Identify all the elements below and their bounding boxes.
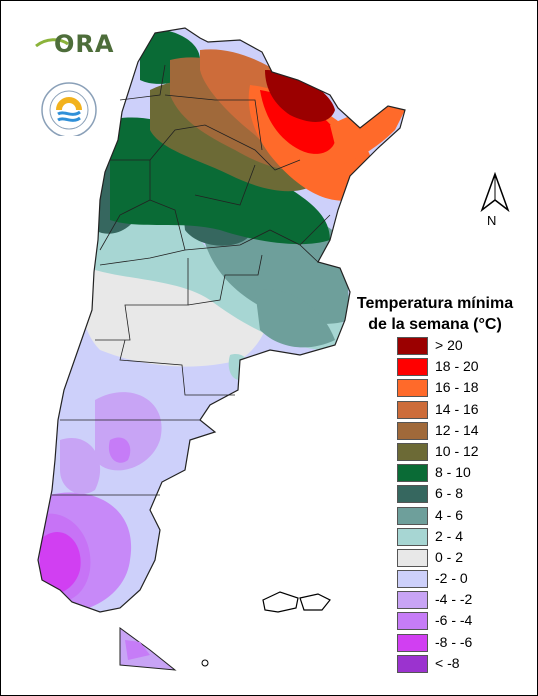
legend-label: 16 - 18 <box>435 379 479 396</box>
legend-label: 0 - 2 <box>435 548 464 565</box>
legend-swatch <box>397 506 428 525</box>
legend-label: 12 - 14 <box>435 421 479 438</box>
ora-wordmark: ORA <box>54 30 115 58</box>
legend-swatch <box>397 358 428 377</box>
legend-label: > 20 <box>435 337 463 353</box>
legend-title-line1: Temperatura mínima <box>356 295 514 312</box>
legend-swatch <box>397 464 428 483</box>
legend-swatch <box>397 548 428 567</box>
legend-label: 8 - 10 <box>435 464 471 481</box>
legend-swatch <box>397 421 428 440</box>
small-island <box>201 659 209 667</box>
legend-swatch <box>397 633 428 652</box>
legend-swatch <box>397 400 428 419</box>
legend-label: -8 - -6 <box>435 633 473 650</box>
legend-label: 18 - 20 <box>435 358 479 375</box>
legend-swatch <box>397 654 428 673</box>
ora-logo <box>34 28 104 138</box>
legend-label: 10 - 12 <box>435 442 479 459</box>
north-arrow-icon <box>480 171 510 232</box>
legend-label: -4 - -2 <box>435 591 473 608</box>
legend-swatch <box>397 591 428 610</box>
legend-title-line2: de la semana (°C) <box>368 316 502 333</box>
legend-label: 4 - 6 <box>435 506 464 523</box>
north-label: N <box>487 213 497 228</box>
legend-swatch <box>397 570 428 589</box>
legend-label: < -8 <box>435 654 460 671</box>
legend-swatch <box>397 527 428 546</box>
province-boundaries <box>52 64 331 496</box>
country-outline <box>37 27 406 613</box>
legend-label: -2 - 0 <box>435 570 468 587</box>
legend-swatch <box>397 485 428 504</box>
legend-swatch <box>397 442 428 461</box>
legend-title: Temperatura mínima de la semana (°C) <box>340 293 530 335</box>
legend-swatch <box>397 379 428 398</box>
malvinas-islands <box>262 591 331 613</box>
legend-swatch <box>397 612 428 631</box>
legend-label: -6 - -4 <box>435 612 473 629</box>
tdf-zone <box>125 640 150 660</box>
legend-label: 14 - 16 <box>435 400 479 417</box>
legend-swatch <box>397 337 428 355</box>
legend-label: 6 - 8 <box>435 485 464 502</box>
legend-label: 2 - 4 <box>435 527 464 544</box>
